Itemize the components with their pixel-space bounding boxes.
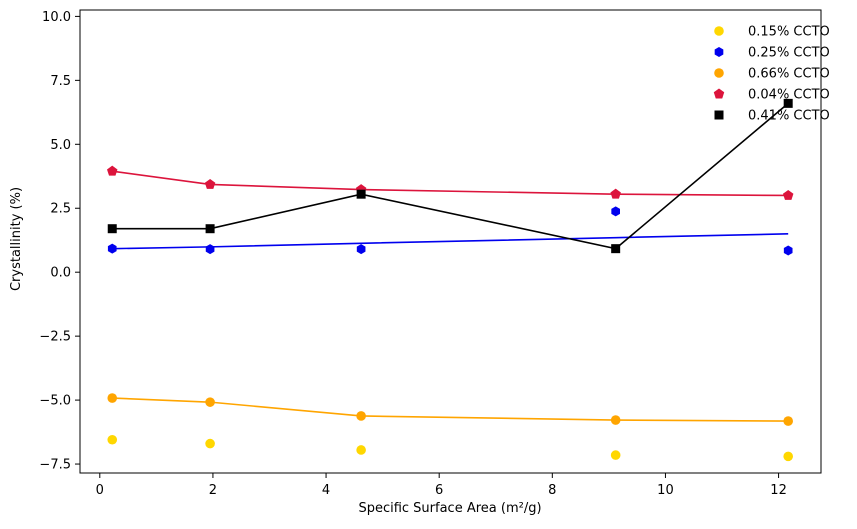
x-tick-label: 0	[96, 483, 104, 498]
data-point	[610, 188, 621, 199]
legend-label: 0.15% CCTO	[748, 25, 830, 40]
x-tick-label: 10	[657, 483, 674, 498]
legend-item: 0.41% CCTO	[714, 109, 830, 124]
series-1	[107, 206, 793, 256]
legend: 0.15% CCTO 0.25% CCTO 0.66% CCTO 0.04% CCTO…	[713, 25, 830, 124]
data-point	[783, 451, 793, 462]
x-axis-title: Specific Surface Area (m²/g)	[358, 501, 541, 516]
legend-marker	[714, 110, 724, 120]
series-3	[107, 165, 794, 200]
y-tick-label: 10.0	[42, 10, 71, 25]
legend-marker	[713, 88, 725, 99]
data-point	[107, 243, 117, 254]
x-axis: 0 2 4 6 8 10 12	[96, 473, 787, 498]
legend-label: 0.04% CCTO	[748, 88, 830, 103]
y-axis-title: Crystallinity (%)	[9, 187, 24, 291]
y-tick-label: 0.0	[50, 266, 71, 281]
legend-item: 0.15% CCTO	[714, 25, 830, 40]
data-point	[783, 245, 793, 256]
legend-item: 0.66% CCTO	[714, 67, 830, 82]
legend-marker	[714, 47, 724, 57]
legend-label: 0.66% CCTO	[748, 67, 830, 82]
y-tick-label: −2.5	[39, 330, 71, 345]
y-tick-label: 7.5	[50, 74, 71, 89]
data-point	[205, 224, 215, 234]
y-tick-label: 5.0	[50, 138, 71, 153]
series-layer	[107, 98, 794, 462]
data-point	[356, 189, 366, 199]
legend-label: 0.41% CCTO	[748, 109, 830, 124]
data-point	[107, 393, 118, 403]
y-axis: −7.5 −5.0 −2.5 0.0 2.5 5.0 7.5 10.0	[39, 10, 80, 473]
legend-label: 0.25% CCTO	[748, 46, 830, 61]
x-tick-label: 6	[435, 483, 443, 498]
data-point	[783, 416, 793, 426]
y-tick-label: 2.5	[50, 202, 71, 217]
series-2	[107, 393, 793, 426]
series-0	[107, 434, 793, 462]
data-point	[610, 415, 621, 425]
x-tick-label: 4	[322, 483, 330, 498]
data-point	[611, 206, 620, 217]
x-tick-label: 8	[548, 483, 556, 498]
data-point	[356, 411, 366, 421]
data-point	[205, 397, 215, 407]
data-point	[107, 224, 117, 234]
data-point	[107, 434, 118, 445]
y-tick-label: −5.0	[39, 394, 71, 409]
data-point	[356, 244, 366, 255]
data-point	[107, 165, 118, 176]
y-tick-label: −7.5	[39, 458, 71, 473]
legend-item: 0.25% CCTO	[714, 46, 830, 61]
legend-marker	[714, 26, 724, 36]
data-point	[205, 438, 215, 449]
data-point	[610, 450, 621, 460]
series-line	[112, 233, 789, 250]
series-4	[107, 98, 793, 254]
legend-marker	[714, 68, 724, 78]
data-point	[611, 244, 621, 254]
data-point	[356, 445, 366, 455]
x-tick-label: 2	[209, 483, 217, 498]
data-point	[204, 178, 216, 189]
data-point	[783, 98, 793, 108]
legend-item: 0.04% CCTO	[713, 88, 830, 103]
data-point	[205, 244, 215, 255]
data-point	[782, 189, 794, 200]
x-tick-label: 12	[770, 483, 787, 498]
